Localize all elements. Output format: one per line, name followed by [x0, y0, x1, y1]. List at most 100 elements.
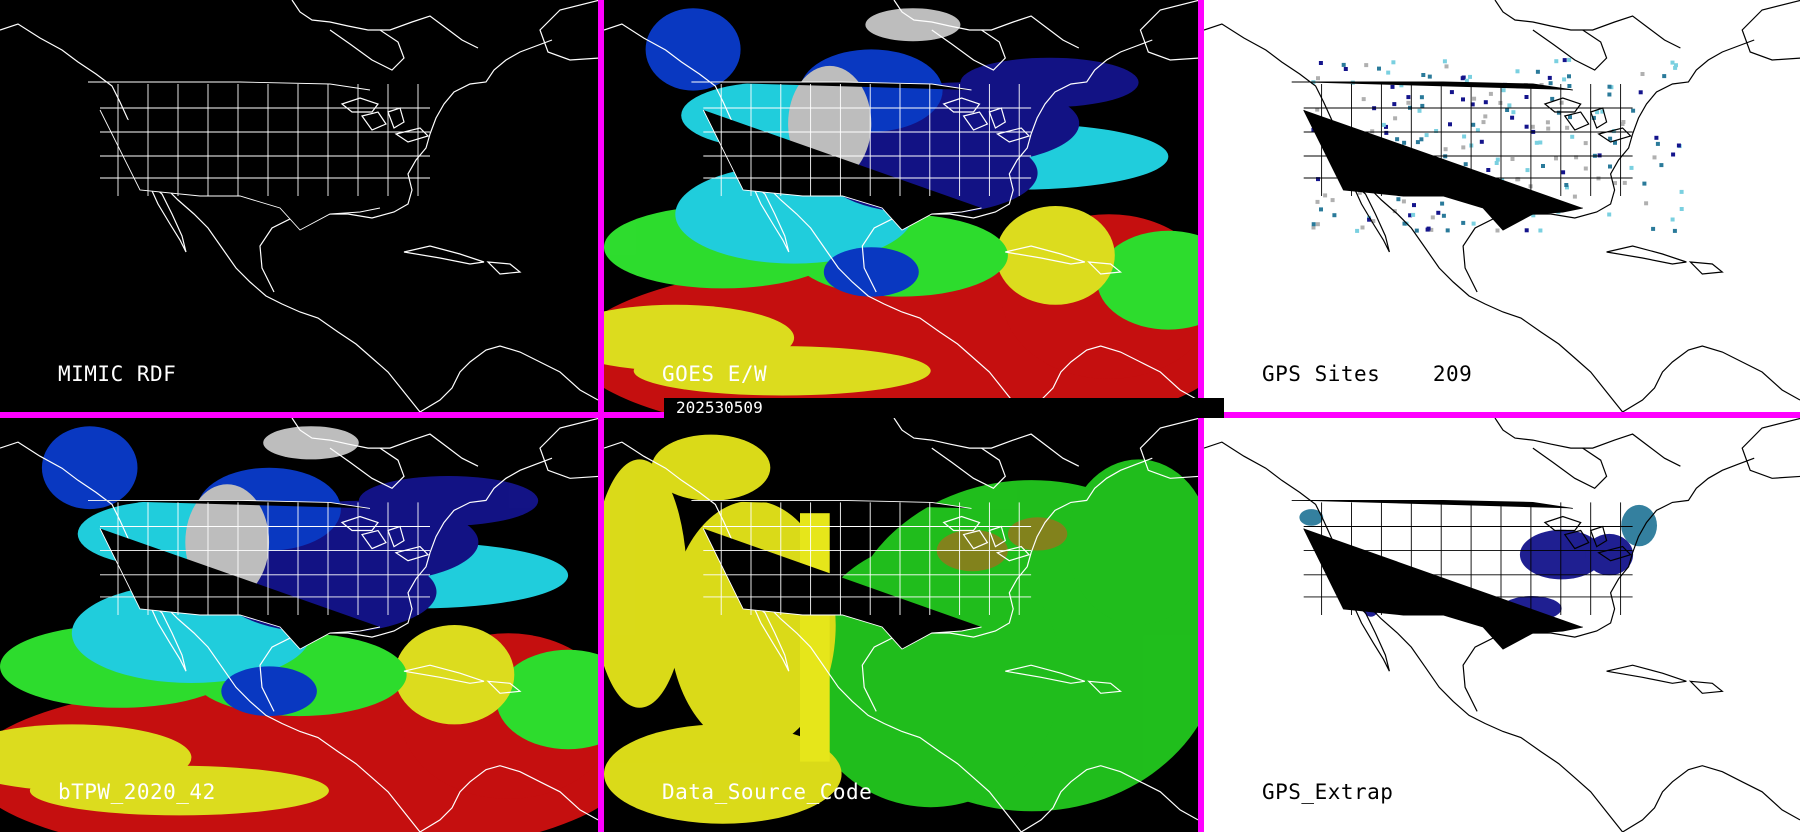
- gps-site: [1361, 97, 1366, 102]
- gps-site: [1406, 95, 1411, 100]
- coastline: [259, 552, 431, 712]
- cuba-coast: [1606, 245, 1687, 265]
- gps-site: [1483, 100, 1488, 105]
- gps-site: [1419, 137, 1424, 142]
- gps-site: [1495, 228, 1500, 233]
- gps-site: [1470, 102, 1475, 107]
- coastline: [0, 441, 421, 832]
- gps-site: [1567, 84, 1572, 88]
- greenland-coast: [1741, 0, 1800, 61]
- gps-site: [1638, 90, 1643, 95]
- baja-coast: [1350, 181, 1390, 253]
- gps-site: [1640, 72, 1645, 76]
- gps-site: [1679, 207, 1684, 211]
- gps-site: [1515, 177, 1520, 182]
- gps-site: [1613, 181, 1617, 186]
- baja-coast: [750, 181, 790, 253]
- gps-site: [1651, 226, 1656, 231]
- gps-site: [1462, 134, 1467, 139]
- state-grid: [691, 81, 1032, 231]
- great-lake: [387, 525, 405, 548]
- moisture-blob: [1097, 230, 1198, 330]
- gps-site: [1631, 108, 1636, 113]
- gps-site: [1498, 100, 1503, 105]
- gps-site: [1515, 69, 1520, 74]
- coastline: [861, 133, 1032, 293]
- coastline: [1632, 457, 1755, 553]
- gps-site: [1546, 126, 1551, 131]
- gps-site: [1443, 147, 1448, 152]
- gps-site: [1572, 194, 1577, 199]
- great-lake: [1589, 107, 1608, 129]
- map-outline: [0, 0, 598, 412]
- coastline: [1462, 552, 1634, 712]
- gps-site: [1393, 116, 1398, 121]
- gps-site: [1445, 228, 1450, 233]
- gps-site: [1674, 63, 1678, 68]
- gps-site-count: 209: [1432, 362, 1473, 386]
- panel-btpw: bTPW_2020_42: [0, 418, 598, 832]
- hispaniola-coast: [1087, 680, 1123, 694]
- gps-site: [1315, 199, 1320, 204]
- map-gps-extrap: [1204, 418, 1800, 832]
- great-lake: [387, 107, 405, 129]
- map-outline: [1204, 0, 1800, 412]
- gps-site: [1461, 97, 1465, 102]
- moisture-blob: [604, 459, 688, 708]
- gps-site: [1402, 140, 1407, 145]
- gps-site: [1330, 198, 1335, 203]
- coastline: [861, 552, 1032, 712]
- gps-site: [1608, 136, 1613, 141]
- moisture-blob: [221, 666, 317, 716]
- state-grid: [1291, 499, 1633, 650]
- gps-site: [1315, 222, 1320, 227]
- panel-label: MIMIC RDF: [58, 362, 177, 386]
- moisture-field: [1299, 504, 1657, 621]
- baja-coast: [1350, 600, 1390, 672]
- us-mexico-border: [99, 109, 381, 231]
- panel-label: Data_Source_Code: [662, 780, 873, 804]
- gps-site: [1319, 207, 1323, 212]
- moisture-blob: [1067, 459, 1198, 625]
- satellite-seam: [800, 513, 830, 762]
- panel-label: GPS_Extrap: [1262, 780, 1394, 804]
- great-lake: [340, 97, 379, 113]
- great-lake: [1597, 127, 1632, 143]
- gps-site: [1364, 63, 1369, 68]
- moisture-blob: [651, 434, 771, 501]
- gps-site: [1415, 140, 1420, 145]
- cuba-coast: [1005, 664, 1085, 684]
- hispaniola-coast: [486, 680, 522, 694]
- gps-site: [1396, 197, 1401, 202]
- gps-site: [1568, 115, 1572, 120]
- gps-site: [1676, 143, 1681, 148]
- map-btpw: [0, 418, 598, 832]
- map-mimic-rdf: [0, 0, 598, 412]
- panel-goes-ew: GOES E/W: [604, 0, 1198, 412]
- coastline: [1204, 23, 1624, 412]
- great-lake: [962, 529, 989, 550]
- greenland-coast: [539, 418, 598, 479]
- coastline: [419, 345, 598, 412]
- gps-site: [1567, 57, 1572, 62]
- gps-site: [1662, 74, 1667, 79]
- coastline: [291, 418, 479, 467]
- coastline: [893, 0, 1080, 49]
- gps-site: [1659, 163, 1664, 168]
- us-mexico-border: [1303, 528, 1583, 650]
- gps-site: [1367, 217, 1372, 222]
- gps-site: [1654, 135, 1659, 140]
- gps-site: [1510, 115, 1515, 120]
- gps-site: [1673, 65, 1678, 70]
- gps-site: [1535, 69, 1540, 74]
- gps-site: [1561, 170, 1566, 175]
- gps-site: [1318, 61, 1323, 65]
- gps-site: [1377, 66, 1381, 71]
- gps-site: [1442, 59, 1447, 64]
- gps-site: [1507, 103, 1512, 108]
- gps-site: [1472, 96, 1477, 101]
- gps-site: [1530, 124, 1535, 129]
- coastline: [893, 418, 1080, 467]
- gps-site: [1613, 140, 1617, 145]
- cuba-coast: [403, 664, 485, 684]
